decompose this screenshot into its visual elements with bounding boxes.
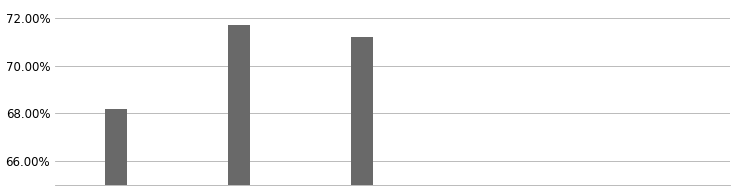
Bar (228, 25, 250, 191)
Bar (105, 109, 127, 191)
Bar (351, 37, 373, 191)
